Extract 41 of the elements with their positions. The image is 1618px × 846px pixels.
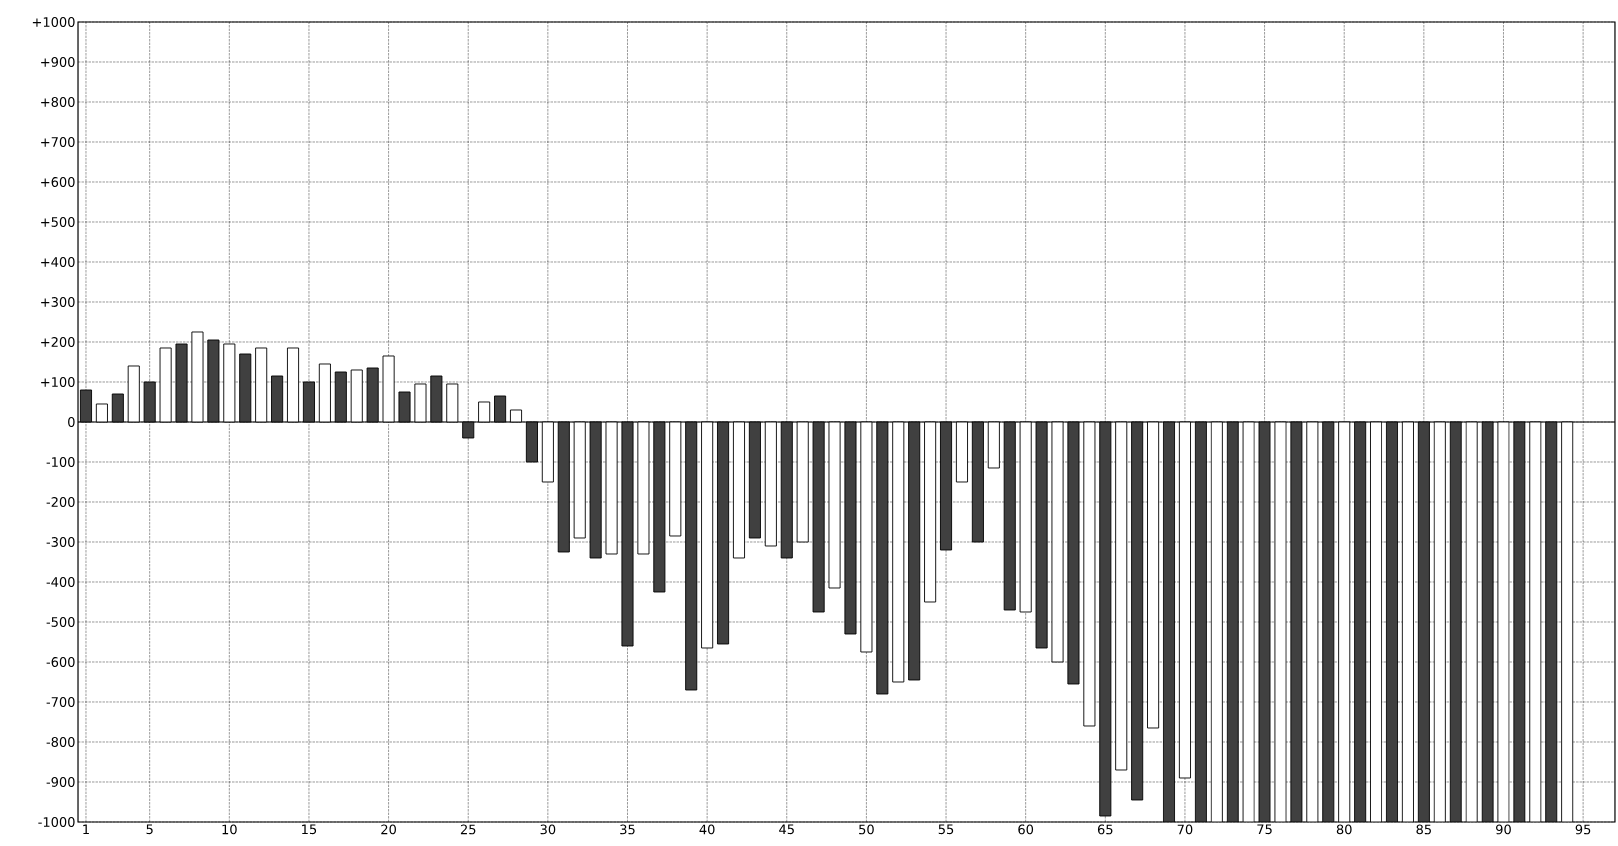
y-tick-label: -500 <box>46 617 75 627</box>
x-tick-label: 15 <box>302 824 317 835</box>
y-tick-label: -700 <box>46 697 75 707</box>
x-tick-label: 25 <box>460 824 476 835</box>
x-tick-label: 65 <box>1097 824 1113 835</box>
y-tick-label: +400 <box>41 257 75 267</box>
x-tick-label: 85 <box>1416 824 1431 835</box>
x-tick-label: 95 <box>1575 824 1591 835</box>
y-tick-label: -300 <box>46 537 75 547</box>
y-tick-label: +900 <box>41 57 75 67</box>
y-tick-label: -200 <box>46 497 75 507</box>
y-tick-label: +800 <box>41 97 75 107</box>
x-tick-label: 60 <box>1018 824 1034 835</box>
y-tick-label: -400 <box>46 577 75 587</box>
y-tick-label: -100 <box>46 457 75 467</box>
x-tick-label: 50 <box>859 824 874 835</box>
x-tick-label: 90 <box>1496 824 1511 835</box>
x-tick-label: 45 <box>779 824 794 835</box>
y-tick-label: -800 <box>46 737 75 747</box>
x-tick-label: 40 <box>699 824 715 835</box>
y-tick-label: -600 <box>46 657 75 667</box>
x-tick-label: 80 <box>1336 824 1352 835</box>
y-tick-label: -900 <box>46 777 75 787</box>
x-tick-label: 70 <box>1177 824 1193 835</box>
x-tick-label: 35 <box>620 824 635 835</box>
x-tick-label: 10 <box>222 824 237 835</box>
x-tick-label: 75 <box>1257 824 1272 835</box>
y-tick-label: +300 <box>41 297 75 307</box>
y-tick-label: +1000 <box>32 17 75 27</box>
y-tick-label: +500 <box>41 217 75 227</box>
y-tick-label: 0 <box>68 417 75 427</box>
y-tick-label: +700 <box>41 137 75 147</box>
y-tick-label: +600 <box>41 177 75 187</box>
y-tick-label: +100 <box>41 377 75 387</box>
x-tick-label: 1 <box>83 824 89 834</box>
x-tick-label: 5 <box>146 824 153 835</box>
x-tick-label: 55 <box>938 824 954 835</box>
x-tick-label: 30 <box>540 824 556 835</box>
y-tick-label: -1000 <box>38 817 75 827</box>
x-tick-label: 20 <box>381 824 396 835</box>
y-tick-label: +200 <box>41 337 75 347</box>
